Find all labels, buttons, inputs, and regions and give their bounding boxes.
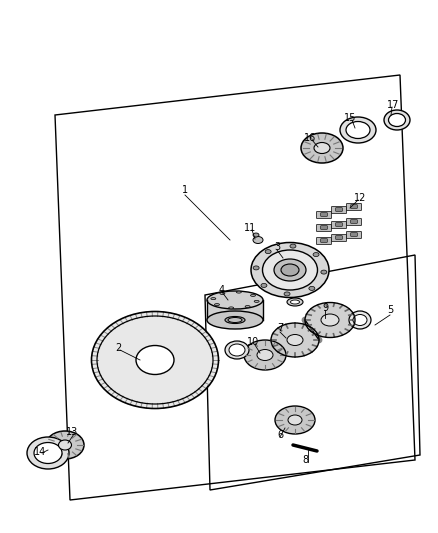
Ellipse shape (46, 431, 84, 459)
Ellipse shape (313, 253, 319, 256)
Ellipse shape (229, 307, 234, 309)
Text: 17: 17 (387, 100, 399, 110)
FancyBboxPatch shape (332, 222, 346, 229)
FancyBboxPatch shape (336, 208, 343, 211)
Ellipse shape (305, 303, 355, 337)
FancyBboxPatch shape (321, 225, 327, 229)
Ellipse shape (288, 415, 302, 425)
FancyBboxPatch shape (321, 213, 327, 216)
Ellipse shape (349, 311, 371, 329)
Ellipse shape (290, 300, 300, 304)
Ellipse shape (253, 266, 259, 270)
Text: 6: 6 (277, 430, 283, 440)
FancyBboxPatch shape (351, 220, 357, 223)
Text: 4: 4 (219, 285, 225, 295)
Ellipse shape (27, 437, 69, 469)
Ellipse shape (265, 249, 271, 254)
FancyBboxPatch shape (332, 206, 346, 214)
FancyBboxPatch shape (321, 239, 327, 243)
Ellipse shape (245, 305, 250, 308)
Ellipse shape (136, 345, 174, 375)
FancyBboxPatch shape (336, 223, 343, 227)
Ellipse shape (228, 318, 242, 322)
Ellipse shape (215, 304, 219, 305)
Ellipse shape (309, 286, 315, 290)
Ellipse shape (290, 244, 296, 248)
Ellipse shape (251, 294, 255, 296)
Bar (207, 300, 263, 320)
Text: 11: 11 (244, 223, 256, 233)
Ellipse shape (211, 297, 216, 300)
Text: 15: 15 (344, 113, 356, 123)
FancyBboxPatch shape (351, 233, 357, 236)
Text: 8: 8 (302, 455, 308, 465)
Ellipse shape (225, 317, 245, 324)
FancyBboxPatch shape (346, 231, 361, 238)
Ellipse shape (262, 250, 318, 290)
Ellipse shape (244, 340, 286, 370)
Ellipse shape (220, 293, 225, 294)
Ellipse shape (389, 114, 406, 126)
Ellipse shape (314, 142, 330, 154)
Text: 7: 7 (277, 323, 283, 333)
Ellipse shape (340, 117, 376, 143)
Ellipse shape (353, 314, 367, 326)
Ellipse shape (321, 270, 327, 274)
Ellipse shape (34, 442, 62, 464)
Ellipse shape (346, 122, 370, 139)
Ellipse shape (225, 341, 249, 359)
Ellipse shape (237, 291, 241, 293)
Ellipse shape (274, 259, 306, 281)
Ellipse shape (207, 291, 263, 309)
Ellipse shape (287, 298, 303, 306)
Ellipse shape (92, 312, 218, 408)
Ellipse shape (275, 406, 315, 434)
FancyBboxPatch shape (351, 205, 357, 208)
Text: 14: 14 (34, 447, 46, 457)
Text: 10: 10 (247, 337, 259, 347)
Ellipse shape (229, 344, 245, 356)
FancyBboxPatch shape (346, 219, 361, 225)
FancyBboxPatch shape (317, 238, 332, 245)
Ellipse shape (59, 440, 71, 450)
Ellipse shape (321, 314, 339, 326)
Ellipse shape (251, 243, 329, 297)
Ellipse shape (281, 264, 299, 276)
Text: 1: 1 (182, 185, 188, 195)
Ellipse shape (253, 237, 263, 244)
Text: 5: 5 (387, 305, 393, 315)
Text: 2: 2 (115, 343, 121, 353)
Text: 9: 9 (322, 303, 328, 313)
FancyBboxPatch shape (317, 212, 332, 219)
Ellipse shape (207, 311, 263, 329)
FancyBboxPatch shape (336, 236, 343, 239)
Ellipse shape (271, 323, 319, 357)
Ellipse shape (257, 350, 273, 360)
Ellipse shape (301, 133, 343, 163)
FancyBboxPatch shape (332, 235, 346, 241)
Ellipse shape (284, 292, 290, 296)
FancyBboxPatch shape (346, 204, 361, 211)
Text: 3: 3 (274, 242, 280, 252)
Ellipse shape (287, 335, 303, 345)
Ellipse shape (253, 233, 259, 237)
Ellipse shape (254, 301, 259, 302)
Text: 12: 12 (354, 193, 366, 203)
Text: 16: 16 (304, 133, 316, 143)
Ellipse shape (261, 284, 267, 287)
FancyBboxPatch shape (317, 224, 332, 231)
Text: 13: 13 (66, 427, 78, 437)
Ellipse shape (384, 110, 410, 130)
